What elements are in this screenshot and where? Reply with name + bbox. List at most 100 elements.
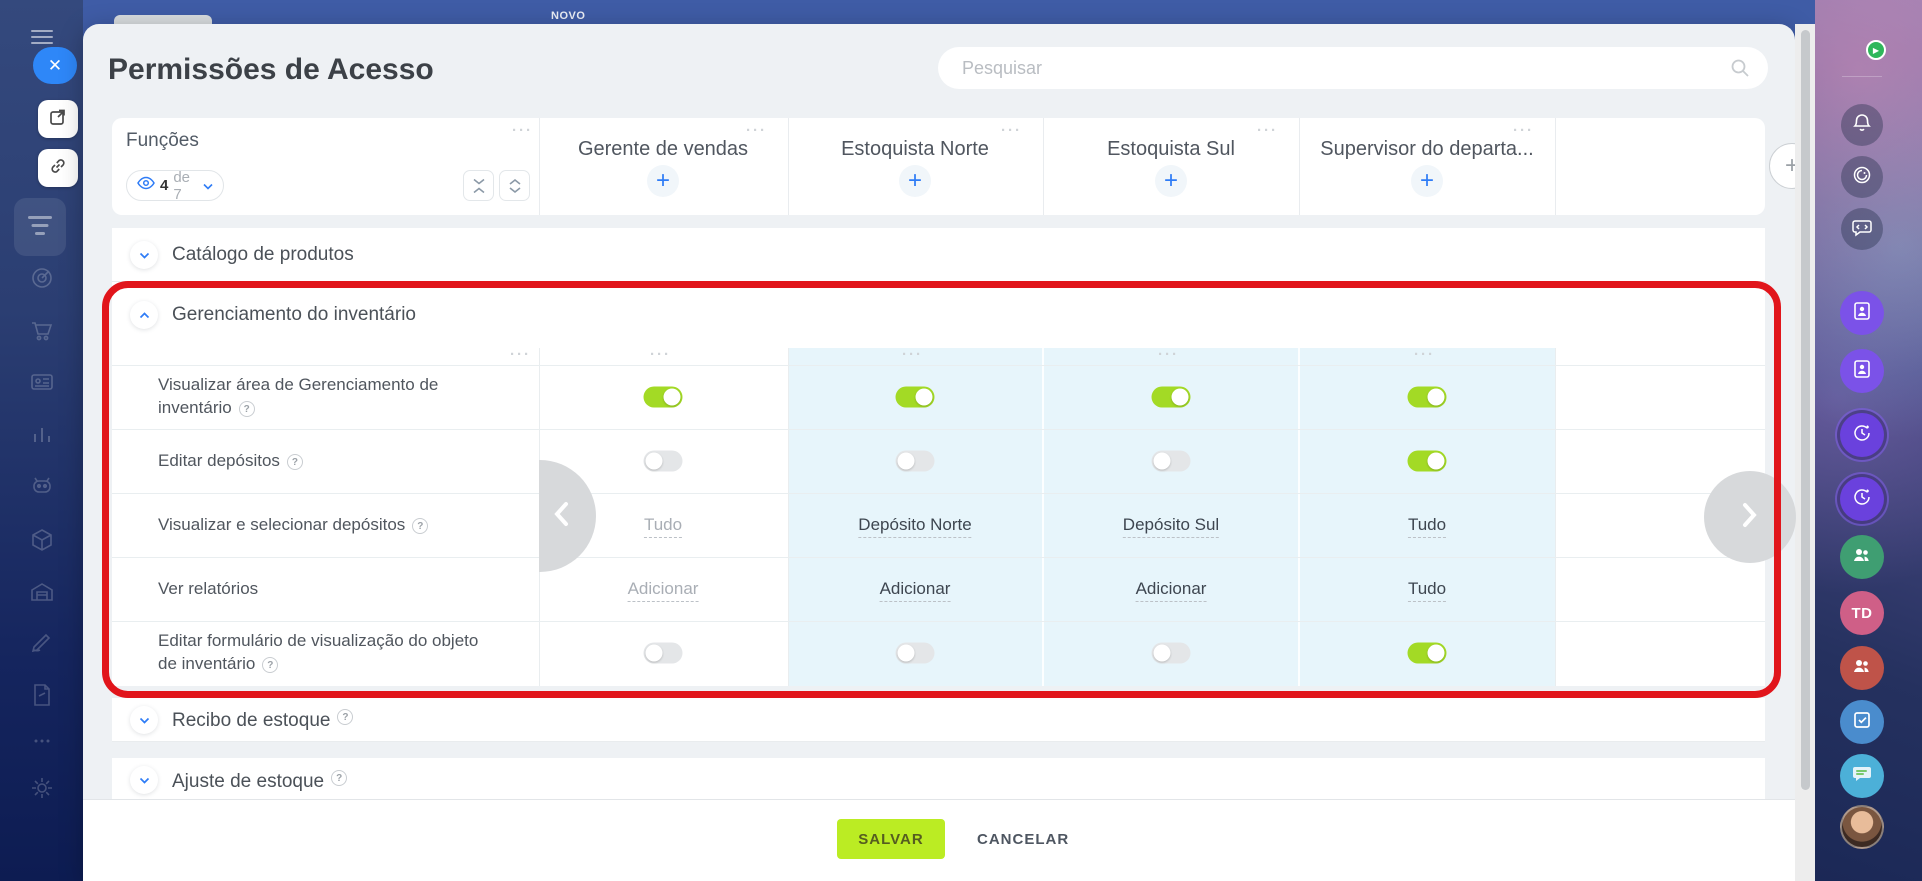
close-button[interactable]: ✕ [33,47,77,84]
permission-select[interactable]: Depósito Sul [1122,515,1220,538]
permission-toggle[interactable] [1151,642,1191,664]
expand-section-button[interactable] [130,766,158,794]
expand-all-button[interactable] [499,170,530,201]
role-header-gerente[interactable]: Gerente de vendas [577,138,749,160]
help-icon[interactable]: ? [262,657,279,673]
cell-menu-dots[interactable]: ··· [902,348,923,363]
permission-toggle[interactable] [1407,450,1447,472]
permission-toggle[interactable] [1407,642,1447,664]
checkbox-icon [1852,710,1872,735]
package-icon[interactable] [29,527,55,553]
cart-icon[interactable] [29,318,55,344]
permission-select[interactable]: Depósito Norte [858,515,972,538]
copy-link-button[interactable] [38,149,78,187]
permission-select[interactable]: Adicionar [1135,579,1207,602]
permission-toggle[interactable] [895,450,935,472]
cell-menu-dots[interactable]: ··· [650,348,671,363]
help-icon[interactable]: ? [331,770,348,786]
app-contacts-1[interactable] [1840,291,1884,335]
scroll-columns-right-button[interactable] [1704,471,1796,563]
app-history-1[interactable] [1840,413,1884,457]
chevron-right-icon [1742,502,1758,533]
permission-select[interactable]: Adicionar [627,579,699,602]
cell-menu-dots[interactable]: ··· [1414,348,1435,363]
permission-select[interactable]: Adicionar [879,579,951,602]
app-contacts-2[interactable] [1840,349,1884,393]
role-header-supervisor[interactable]: Supervisor do departa... [1320,138,1534,160]
help-icon[interactable]: ? [412,517,429,534]
save-button[interactable]: SALVAR [837,819,945,859]
permission-row-label: Editar depósitos? [158,429,488,493]
section-recibo-estoque[interactable]: Recibo de estoque? [112,698,1765,742]
more-dots-icon[interactable] [29,737,55,745]
section-gerenciamento-inventario[interactable]: Gerenciamento do inventário [112,282,1765,348]
app-group-red[interactable] [1840,646,1884,690]
permission-row-label: Editar formulário de visualização do obj… [158,631,479,673]
bar-chart-icon[interactable] [29,422,55,448]
assign-user-button[interactable]: + [899,165,931,197]
expand-section-button[interactable] [130,706,158,734]
help-icon[interactable]: ? [337,709,354,725]
permission-select[interactable]: Tudo [643,515,683,538]
app-tasks[interactable] [1840,700,1884,744]
app-chat[interactable] [1840,754,1884,798]
assign-user-button[interactable]: + [1155,165,1187,197]
assign-user-button[interactable]: + [647,165,679,197]
notifications-button[interactable] [1841,104,1883,146]
permission-toggle[interactable] [643,450,683,472]
people-icon [1851,655,1873,682]
app-history-2[interactable] [1840,477,1884,521]
collapse-section-button[interactable] [130,301,158,329]
expand-section-button[interactable] [130,241,158,269]
collapse-all-button[interactable] [463,170,494,201]
permissions-grid: ··· ··· ··· ··· ··· Visualizar área de G… [112,348,1765,686]
search-icon[interactable] [1730,58,1750,83]
user-avatar-small[interactable] [1840,805,1884,849]
robot-icon[interactable] [29,472,55,498]
role-menu-dots[interactable]: ··· [1513,122,1534,139]
help-icon[interactable]: ? [238,401,255,417]
permission-toggle[interactable] [643,386,683,408]
functions-menu-dots[interactable]: ··· [512,122,533,139]
role-header-estoquista-norte[interactable]: Estoquista Norte [841,138,989,160]
td-label: TD [1851,604,1873,622]
open-external-button[interactable] [38,100,78,138]
copilot-button[interactable] [1841,156,1883,198]
roles-filter-dropdown[interactable]: 4 de 7 [126,169,224,203]
permission-toggle[interactable] [1151,450,1191,472]
app-td-badge[interactable]: TD [1840,591,1884,635]
scrollbar-thumb[interactable] [1801,30,1810,790]
section-catalogo[interactable]: Catálogo de produtos [112,228,1765,282]
document-edit-icon[interactable] [29,682,55,708]
permission-select[interactable]: Tudo [1407,579,1447,602]
sidebar-item-active-filter[interactable] [14,198,66,256]
contact-book-icon [1852,301,1872,326]
novo-badge: NOVO [551,10,586,22]
gear-icon[interactable] [29,775,55,801]
role-header-estoquista-sul[interactable]: Estoquista Sul [1107,138,1235,160]
messenger-button[interactable] [1841,208,1883,250]
link-icon [49,157,67,180]
permission-toggle[interactable] [1407,386,1447,408]
permission-row-label: Visualizar e selecionar depósitos? [158,493,488,557]
assign-user-button[interactable]: + [1411,165,1443,197]
role-menu-dots[interactable]: ··· [1001,122,1022,139]
role-menu-dots[interactable]: ··· [1257,122,1278,139]
role-menu-dots[interactable]: ··· [746,122,767,139]
permission-toggle[interactable] [643,642,683,664]
cancel-button[interactable]: CANCELAR [965,819,1081,859]
cell-menu-dots[interactable]: ··· [510,348,531,363]
permission-toggle[interactable] [895,642,935,664]
help-icon[interactable]: ? [286,453,303,470]
pencil-icon[interactable] [29,629,55,655]
cell-menu-dots[interactable]: ··· [1158,348,1179,363]
section-ajuste-estoque[interactable]: Ajuste de estoque? [112,758,1765,799]
id-card-icon[interactable] [29,369,55,395]
permission-select[interactable]: Tudo [1407,515,1447,538]
target-icon[interactable] [29,265,55,291]
permission-toggle[interactable] [1151,386,1191,408]
warehouse-icon[interactable] [29,579,55,605]
app-group-green[interactable] [1840,535,1884,579]
permission-toggle[interactable] [895,386,935,408]
search-input[interactable] [962,47,1722,89]
